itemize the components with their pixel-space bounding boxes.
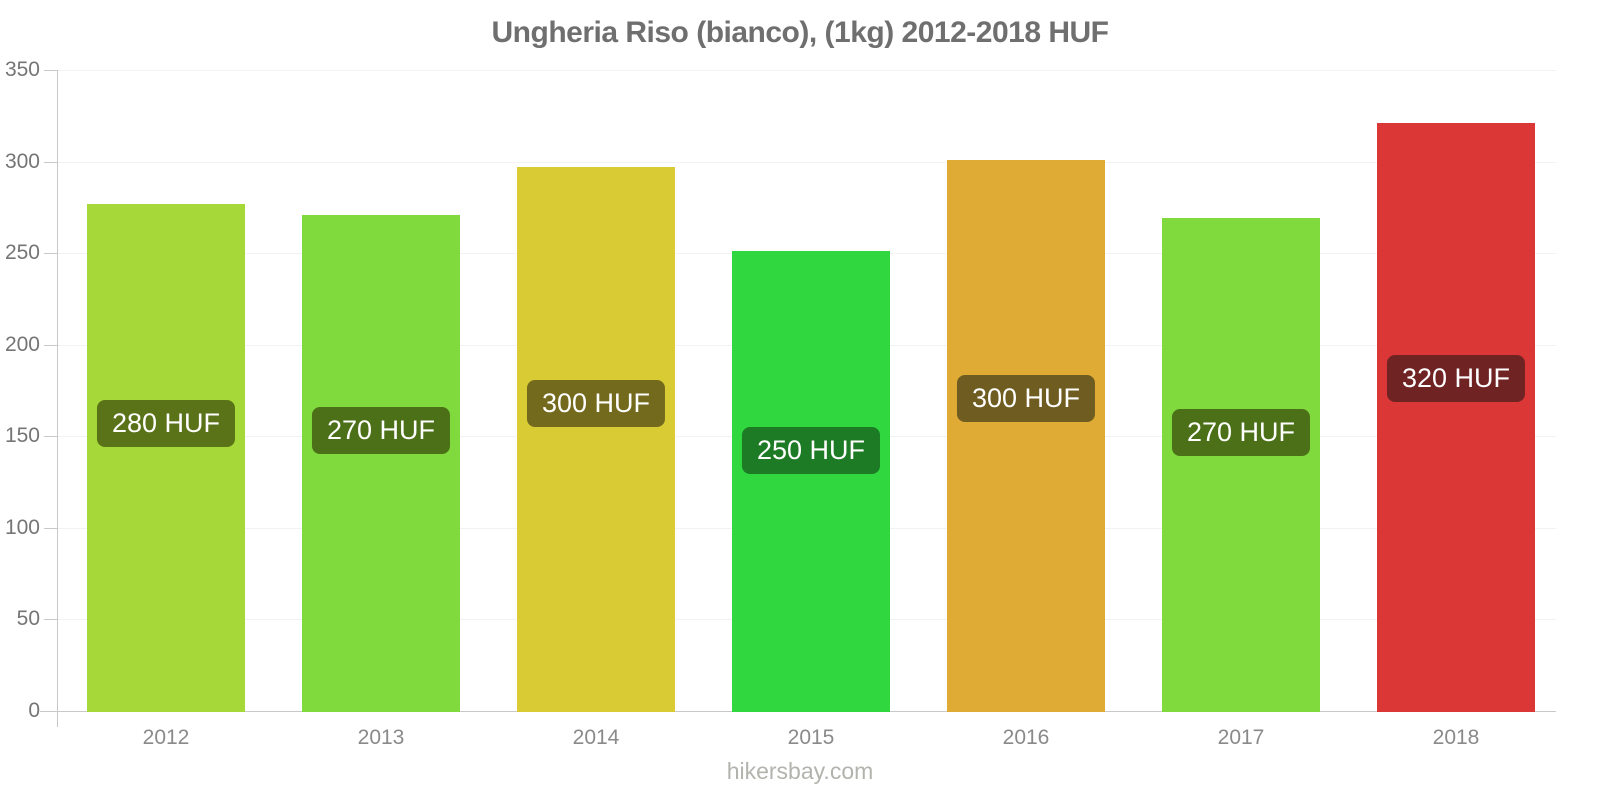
gridline-350 bbox=[57, 70, 1556, 71]
chart-title: Ungheria Riso (bianco), (1kg) 2012-2018 … bbox=[491, 16, 1110, 49]
bar-value-badge-2012: 280 HUF bbox=[96, 400, 236, 448]
watermark: hikersbay.com bbox=[726, 758, 874, 784]
bar-value-badge-2015: 250 HUF bbox=[741, 427, 881, 475]
gridline-300 bbox=[57, 161, 1556, 163]
y-tick-200 bbox=[44, 344, 57, 346]
bar-2013: 270 HUF bbox=[302, 214, 460, 712]
y-tick-label-50: 50 bbox=[16, 607, 40, 631]
y-tick-150 bbox=[44, 436, 57, 438]
y-tick-label-200: 200 bbox=[4, 332, 40, 356]
bar-2012: 280 HUF bbox=[87, 203, 245, 712]
y-axis-line bbox=[57, 70, 58, 727]
y-tick-label-0: 0 bbox=[28, 699, 40, 722]
x-tick-label-2016: 2016 bbox=[1002, 726, 1050, 749]
bar-value-badge-2016: 300 HUF bbox=[956, 375, 1096, 423]
bar-2015: 250 HUF bbox=[732, 251, 890, 712]
x-tick-label-2017: 2017 bbox=[1217, 726, 1265, 749]
bar-value-badge-2018: 320 HUF bbox=[1386, 354, 1526, 402]
y-tick-50 bbox=[44, 619, 57, 621]
bar-2017: 270 HUF bbox=[1162, 218, 1320, 712]
x-tick-label-2018: 2018 bbox=[1432, 726, 1480, 749]
x-tick-label-2015: 2015 bbox=[787, 726, 835, 749]
y-tick-label-100: 100 bbox=[4, 515, 40, 539]
bar-value-badge-2013: 270 HUF bbox=[311, 406, 451, 454]
x-tick-label-2012: 2012 bbox=[142, 726, 190, 749]
y-tick-label-250: 250 bbox=[4, 241, 40, 265]
y-tick-label-350: 350 bbox=[4, 58, 40, 81]
y-tick-label-150: 150 bbox=[4, 424, 40, 448]
y-tick-350 bbox=[44, 70, 57, 71]
bar-value-badge-2017: 270 HUF bbox=[1171, 408, 1311, 456]
y-tick-label-300: 300 bbox=[4, 149, 40, 173]
bar-2014: 300 HUF bbox=[517, 167, 675, 712]
bar-2016: 300 HUF bbox=[947, 159, 1105, 712]
y-tick-250 bbox=[44, 253, 57, 255]
bar-value-badge-2014: 300 HUF bbox=[526, 379, 666, 427]
bar-2018: 320 HUF bbox=[1377, 123, 1535, 712]
y-tick-100 bbox=[44, 527, 57, 529]
y-tick-300 bbox=[44, 161, 57, 163]
x-tick-label-2013: 2013 bbox=[357, 726, 405, 749]
x-tick-label-2014: 2014 bbox=[572, 726, 620, 749]
